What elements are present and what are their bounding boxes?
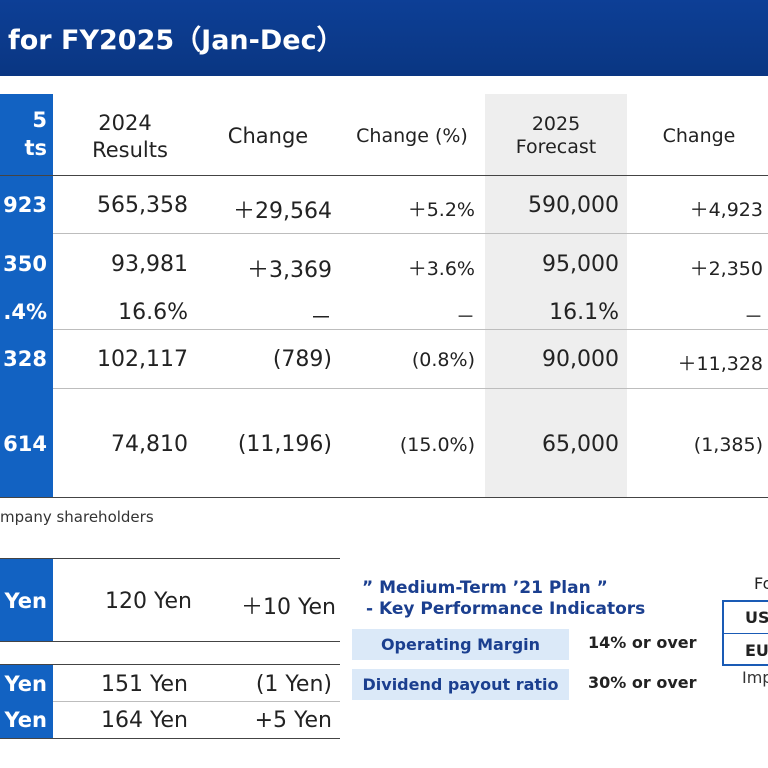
fx-footer: Imp: [742, 668, 768, 687]
header-divider: [0, 175, 768, 176]
page-title: for FY2025（Jan-Dec）: [8, 25, 344, 56]
footnote: mpany shareholders: [0, 508, 154, 526]
dividend-divider: [53, 701, 340, 702]
fx-row-usd: US: [745, 608, 768, 627]
kpi-payout-ratio-label: Dividend payout ratio: [352, 669, 569, 700]
row2-pct: －: [455, 306, 475, 328]
row1-results: 93,981: [111, 252, 188, 277]
row1-left: 350: [3, 252, 47, 276]
div-row0-value: 120 Yen: [105, 589, 192, 614]
row0-left: 923: [3, 193, 47, 217]
row3-results: 102,117: [97, 347, 188, 372]
dividend-label-block: [0, 665, 53, 738]
row0-results: 565,358: [97, 193, 188, 218]
row0-change: ＋29,564: [233, 199, 332, 224]
row1-pct: ＋3.6%: [407, 258, 475, 280]
row1-forecast: 95,000: [542, 252, 619, 277]
kpi-operating-margin-label: Operating Margin: [352, 629, 569, 660]
row2-forecast: 16.1%: [549, 300, 619, 325]
row3-change2: ＋11,328: [677, 353, 763, 375]
row1-change: ＋3,369: [247, 258, 332, 283]
div-row0-change: ＋10 Yen: [241, 595, 336, 620]
div-row2-left: Yen: [4, 708, 47, 732]
row4-forecast: 65,000: [542, 432, 619, 457]
forecast-column-background: [485, 94, 627, 498]
div-row1-change: (1 Yen): [255, 672, 332, 697]
row2-left: .4%: [3, 300, 47, 324]
row2-change2: －: [743, 306, 763, 328]
row2-change: －: [309, 306, 332, 331]
dividend-top-border: [0, 558, 340, 559]
div-row2-value: 164 Yen: [101, 708, 188, 733]
row4-change2: (1,385): [693, 434, 763, 456]
dividend-divider: [0, 641, 340, 642]
div-row0-left: Yen: [4, 589, 47, 613]
dividend-divider: [0, 664, 340, 665]
row1-change2: ＋2,350: [689, 258, 763, 280]
kpi-title-line1: ” Medium-Term ’21 Plan ”: [362, 578, 608, 598]
fx-label: Fo: [754, 574, 768, 593]
header-change2: Change: [662, 125, 736, 147]
dividend-label-block: [0, 559, 53, 641]
row-label-column: [0, 94, 53, 498]
row3-left: 328: [3, 347, 47, 371]
row4-left: 614: [3, 432, 47, 456]
kpi-operating-margin-value: 14% or over: [588, 633, 697, 652]
div-row1-value: 151 Yen: [101, 672, 188, 697]
dividend-bottom-border: [0, 738, 340, 739]
header-change: Change: [227, 124, 309, 148]
header-2024-line1: 2024: [98, 111, 152, 135]
fx-row-eur: EU: [745, 641, 768, 660]
row3-pct: (0.8%): [411, 349, 475, 371]
title-banner: for FY2025（Jan-Dec）: [0, 0, 768, 76]
row4-results: 74,810: [111, 432, 188, 457]
header-2025-line2: Forecast: [515, 136, 597, 158]
header-cut-bottom: ts: [24, 136, 47, 160]
row-divider: [53, 329, 768, 330]
row0-pct: ＋5.2%: [407, 199, 475, 221]
fx-divider: [722, 633, 768, 634]
header-cut-top: 5: [32, 108, 47, 132]
header-2024-line2: Results: [92, 138, 168, 162]
div-row1-left: Yen: [4, 672, 47, 696]
kpi-payout-ratio-value: 30% or over: [588, 673, 697, 692]
header-change-pct: Change (%): [356, 125, 468, 147]
row2-results: 16.6%: [118, 300, 188, 325]
row0-change2: ＋4,923: [689, 199, 763, 221]
header-2025-line1: 2025: [531, 113, 581, 135]
row3-forecast: 90,000: [542, 347, 619, 372]
row4-change: (11,196): [237, 432, 332, 457]
div-row2-change: +5 Yen: [254, 708, 332, 733]
table-bottom-border: [0, 497, 768, 498]
row0-forecast: 590,000: [528, 193, 619, 218]
row3-change: (789): [272, 347, 332, 372]
row4-pct: (15.0%): [399, 434, 475, 456]
row-divider: [53, 233, 768, 234]
kpi-title-line2: - Key Performance Indicators: [366, 599, 646, 619]
row-divider: [53, 388, 768, 389]
